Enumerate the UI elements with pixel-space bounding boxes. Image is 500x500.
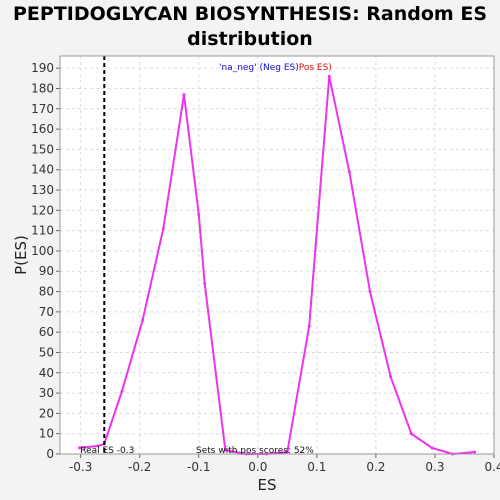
data-point bbox=[141, 318, 145, 322]
y-tick-label: 80 bbox=[39, 285, 54, 299]
y-tick-label: 0 bbox=[46, 447, 54, 461]
y-tick-label: 120 bbox=[31, 203, 54, 217]
data-point bbox=[96, 444, 100, 448]
data-point bbox=[347, 170, 351, 174]
data-point bbox=[409, 432, 413, 436]
legend: 'na_neg' (Neg ES)Pos ES) bbox=[219, 63, 332, 73]
x-tick-label: -0.2 bbox=[128, 460, 151, 474]
y-axis-label: P(ES) bbox=[12, 235, 30, 275]
pos-scores-annotation: Sets with pos scores: 52% bbox=[196, 446, 314, 456]
plot-frame bbox=[59, 55, 495, 455]
y-tick-label: 140 bbox=[31, 163, 54, 177]
data-point bbox=[307, 324, 311, 328]
y-tick-label: 170 bbox=[31, 102, 54, 116]
y-tick-label: 70 bbox=[39, 305, 54, 319]
data-point bbox=[182, 93, 186, 97]
y-tick-label: 20 bbox=[39, 406, 54, 420]
data-point bbox=[161, 227, 165, 231]
real-es-label: Real ES -0.3 bbox=[80, 446, 134, 456]
y-tick-label: 110 bbox=[31, 224, 54, 238]
y-tick-label: 130 bbox=[31, 183, 54, 197]
data-point bbox=[120, 389, 124, 393]
x-axis-ticks: -0.3 -0.2 -0.1 0.0 0.1 0.2 0.3 0.4 bbox=[69, 454, 500, 474]
y-tick-label: 190 bbox=[31, 61, 54, 75]
data-point bbox=[327, 74, 331, 78]
y-tick-label: 60 bbox=[39, 325, 54, 339]
y-tick-label: 50 bbox=[39, 345, 54, 359]
y-tick-label: 40 bbox=[39, 366, 54, 380]
legend-neg-es: 'na_neg' (Neg ES) bbox=[219, 63, 299, 73]
x-tick-label: 0.0 bbox=[248, 460, 267, 474]
x-tick-label: 0.2 bbox=[366, 460, 385, 474]
series-points bbox=[77, 74, 477, 456]
x-tick-label: 0.3 bbox=[425, 460, 444, 474]
y-tick-label: 180 bbox=[31, 81, 54, 95]
data-point bbox=[430, 446, 434, 450]
chart-title-line-2: distribution bbox=[187, 28, 313, 50]
x-axis-label: ES bbox=[258, 476, 277, 494]
data-point bbox=[368, 290, 372, 294]
y-axis-ticks: 0 10 20 30 40 50 60 70 80 90 100 110 120 130 140 150 160… bbox=[31, 61, 60, 461]
x-tick-label: 0.1 bbox=[307, 460, 326, 474]
x-tick-label: 0.4 bbox=[484, 460, 500, 474]
y-tick-label: 10 bbox=[39, 427, 54, 441]
data-point bbox=[197, 212, 201, 216]
data-point bbox=[223, 448, 227, 452]
data-point bbox=[77, 446, 81, 450]
chart-title: PEPTIDOGLYCAN BIOSYNTHESIS: Random ES di… bbox=[0, 2, 500, 52]
y-tick-label: 30 bbox=[39, 386, 54, 400]
plot-area bbox=[60, 56, 494, 454]
legend-pos-es: Pos ES) bbox=[299, 63, 332, 73]
gridlines bbox=[60, 56, 495, 455]
data-point bbox=[203, 281, 207, 285]
x-tick-label: -0.3 bbox=[69, 460, 92, 474]
x-tick-label: -0.1 bbox=[187, 460, 210, 474]
chart-title-line-1: PEPTIDOGLYCAN BIOSYNTHESIS: Random ES bbox=[12, 3, 488, 25]
y-tick-label: 160 bbox=[31, 122, 54, 136]
data-point bbox=[473, 450, 477, 454]
data-point bbox=[285, 450, 289, 454]
y-tick-label: 90 bbox=[39, 264, 54, 278]
y-tick-label: 100 bbox=[31, 244, 54, 258]
y-tick-label: 150 bbox=[31, 142, 54, 156]
data-point bbox=[389, 375, 393, 379]
